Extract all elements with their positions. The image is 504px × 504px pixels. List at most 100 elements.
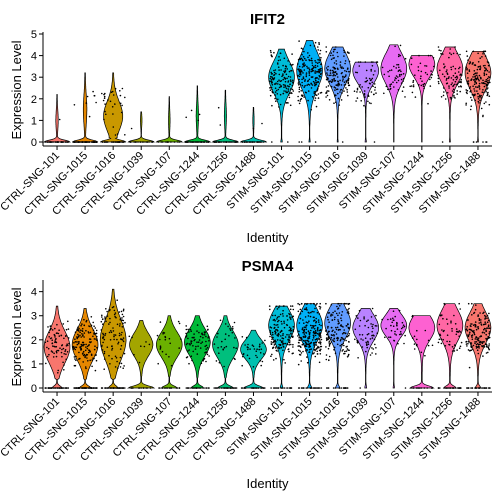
cell-point — [257, 387, 260, 389]
cell-point — [285, 87, 288, 90]
cell-point — [328, 340, 331, 343]
cell-point — [302, 387, 305, 389]
cell-point — [336, 339, 339, 342]
cell-point — [286, 77, 288, 80]
cell-point — [479, 67, 482, 69]
cell-point — [61, 344, 64, 346]
cell-point — [207, 141, 210, 143]
cell-point — [270, 51, 272, 54]
cell-point — [311, 325, 314, 327]
cell-point — [480, 321, 482, 324]
cell-point — [204, 352, 206, 354]
cell-point — [270, 341, 273, 343]
cell-point — [420, 84, 423, 87]
cell-point — [442, 338, 445, 341]
cell-point — [64, 349, 67, 351]
cell-point — [318, 361, 321, 364]
cell-point — [335, 312, 338, 315]
cell-point — [270, 355, 272, 358]
cell-point — [328, 74, 331, 77]
cell-point — [269, 333, 272, 336]
cell-point — [319, 308, 321, 310]
cell-point — [474, 99, 477, 102]
cell-point — [273, 387, 275, 389]
cell-point — [306, 84, 308, 86]
cell-point — [348, 60, 351, 63]
cell-point — [303, 69, 306, 71]
cell-point — [114, 312, 117, 314]
cell-point — [165, 141, 167, 143]
cell-point — [77, 333, 79, 336]
cell-point — [333, 71, 335, 74]
cell-point — [269, 89, 272, 91]
cell-point — [366, 79, 369, 82]
cell-point — [57, 349, 60, 352]
cell-point — [48, 336, 50, 338]
cell-point — [481, 56, 483, 58]
cell-point — [96, 387, 98, 389]
cell-point — [269, 94, 272, 97]
cell-point — [371, 81, 374, 84]
cell-point — [465, 102, 468, 105]
cell-point — [333, 348, 335, 351]
cell-point — [159, 348, 162, 350]
cell-point — [431, 344, 434, 347]
cell-point — [473, 311, 476, 314]
cell-point — [478, 74, 481, 77]
cell-point — [335, 63, 338, 65]
cell-point — [320, 341, 322, 344]
cell-point — [124, 387, 126, 389]
cell-point — [304, 64, 306, 66]
cell-point — [328, 345, 331, 347]
cell-point — [482, 79, 484, 82]
cell-point — [275, 357, 277, 360]
cell-point — [372, 85, 374, 88]
cell-point — [275, 305, 278, 308]
cell-point — [283, 70, 285, 73]
cell-point — [465, 341, 467, 343]
cell-point — [468, 366, 471, 369]
cell-point — [285, 86, 287, 88]
cell-point — [292, 308, 295, 311]
cell-point — [346, 325, 348, 327]
cell-point — [360, 100, 363, 102]
cell-point — [231, 387, 233, 389]
cell-point — [466, 72, 469, 74]
cell-point — [185, 328, 188, 331]
cell-point — [109, 100, 112, 103]
cell-point — [301, 328, 304, 331]
cell-point — [465, 50, 468, 53]
cell-point — [228, 141, 230, 143]
cell-point — [95, 359, 98, 362]
cell-point — [120, 334, 122, 336]
cell-point — [454, 72, 457, 74]
cell-point — [140, 345, 142, 348]
cell-point — [302, 56, 305, 58]
cell-point — [376, 61, 378, 63]
cell-point — [481, 342, 484, 345]
cell-point — [276, 316, 279, 319]
cell-point — [329, 342, 332, 345]
cell-point — [383, 73, 386, 76]
cell-point — [302, 336, 305, 338]
cell-point — [284, 80, 287, 83]
cell-point — [73, 347, 75, 350]
cell-point — [261, 342, 264, 344]
cell-point — [340, 336, 343, 339]
cell-point — [487, 325, 490, 328]
cell-point — [391, 321, 394, 324]
cell-point — [442, 53, 444, 55]
cell-point — [106, 310, 108, 313]
cell-point — [76, 337, 78, 340]
cell-point — [52, 356, 55, 358]
cell-point — [82, 334, 84, 336]
cell-point — [314, 90, 317, 93]
cell-point — [271, 82, 273, 84]
cell-point — [280, 320, 283, 323]
cell-point — [307, 99, 309, 102]
cell-point — [113, 387, 116, 389]
cell-point — [278, 69, 280, 71]
cell-point — [286, 343, 289, 346]
cell-point — [232, 327, 234, 330]
cell-point — [471, 338, 474, 341]
